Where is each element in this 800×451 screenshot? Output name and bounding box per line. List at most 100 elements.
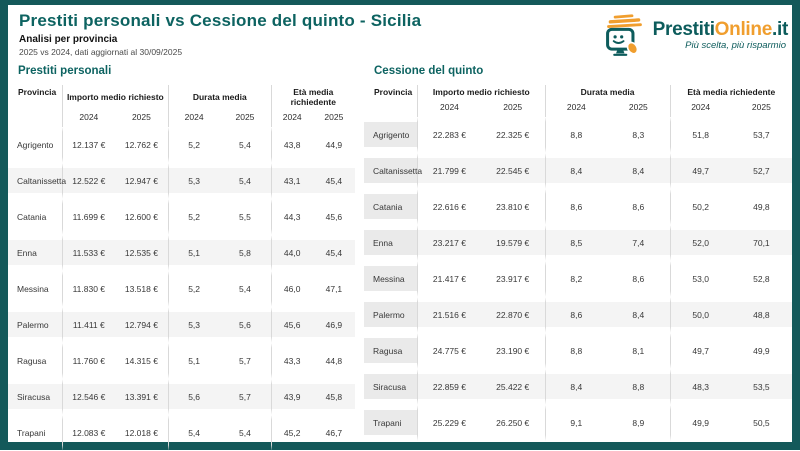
value-cell: 8,5 — [544, 225, 608, 261]
table-row: Palermo 11.411 €12.794 €5,3 5,6 45,6 46,9 — [8, 307, 355, 343]
value-cell: 11.699 € — [61, 199, 115, 235]
value-cell: 5,4 — [239, 283, 251, 294]
table-row: Caltanissetta 12.522 €12.947 €5,3 5,4 43,1 4… — [8, 163, 355, 199]
value-cell: 5,7 — [219, 379, 271, 415]
value-cell: 53,5 — [730, 369, 792, 405]
value-cell: 49,7 — [669, 333, 731, 369]
table-row: Catania 11.699 € 12.600 € 5,2 5,5 44,3 45,6 — [8, 199, 355, 235]
value-cell: 23.810 € — [496, 201, 530, 212]
value-cell: 45,6 — [325, 211, 343, 222]
value-cell: 45,6 — [270, 307, 313, 343]
value-cell: 21.516 € — [417, 297, 481, 333]
table-row: Siracusa 12.546 €13.391 €5,6 5,7 43,9 45,8 — [8, 379, 355, 415]
value-cell: 12.137 € — [61, 127, 115, 163]
value-cell: 8,8 — [544, 333, 607, 369]
value-cell: 5,5 — [239, 211, 251, 222]
value-cell: 21.417 € — [417, 261, 481, 297]
year-header: 2025 — [751, 102, 771, 112]
col-group-header: Età media richiedente — [669, 85, 792, 101]
value-cell: 8,4 — [544, 153, 608, 189]
value-cell: 70,1 — [730, 225, 792, 261]
value-cell: 50,0 — [669, 297, 731, 333]
value-cell: 52,8 — [753, 273, 770, 284]
value-cell: 45,4 — [312, 235, 355, 271]
value-cell: 48,8 — [730, 297, 792, 333]
value-cell: 49,9 — [753, 345, 770, 356]
col-header-provincia: Provincia — [18, 87, 57, 97]
year-header: 2025 — [324, 112, 344, 122]
value-cell: 52,0 — [669, 225, 731, 261]
value-cell: 5,6 — [219, 307, 271, 343]
table-row: Enna 11.533 €12.535 €5,1 5,8 44,0 45,4 — [8, 235, 355, 271]
province-cell: Siracusa — [8, 379, 62, 415]
year-header: 2024 — [544, 101, 607, 117]
table-row: Enna 23.217 €19.579 €8,5 7,4 52,0 70,1 — [364, 225, 792, 261]
value-cell: 8,8 — [544, 117, 607, 153]
value-cell: 5,7 — [239, 355, 251, 366]
value-cell: 5,3 — [167, 163, 220, 199]
value-cell: 49,9 — [669, 405, 731, 441]
value-cell: 12.083 € — [61, 415, 115, 451]
value-cell: 12.600 € — [124, 211, 158, 222]
value-cell: 50,5 — [753, 417, 770, 428]
col-group-header: Durata media — [544, 85, 670, 101]
brand-wordmark: PrestitiOnline.it Più scelta, più rispar… — [653, 20, 789, 51]
value-cell: 12.546 € — [61, 379, 115, 415]
value-cell: 22.283 € — [417, 117, 481, 153]
value-cell: 49,7 — [669, 153, 731, 189]
value-cell: 23.917 € — [496, 273, 530, 284]
table-row: Agrigento 12.137 € 12.762 € 5,2 5,4 43,8 44,9 — [8, 127, 355, 163]
value-cell: 8,4 — [607, 153, 670, 189]
province-cell: Caltanissetta — [8, 163, 66, 199]
table-row: Ragusa 11.760 € 14.315 € 5,1 5,7 43,3 44,8 — [8, 343, 355, 379]
province-cell: Trapani — [17, 427, 46, 438]
value-cell: 5,3 — [167, 307, 220, 343]
brand-tagline: Più scelta, più risparmio — [685, 39, 786, 51]
value-cell: 5,2 — [167, 127, 219, 163]
value-cell: 44,3 — [270, 199, 313, 235]
value-cell: 21.799 € — [417, 153, 481, 189]
province-cell: Messina — [364, 261, 418, 297]
year-header: 2024 — [669, 101, 731, 117]
header-titles: Prestiti personali vs Cessione del quint… — [19, 11, 421, 57]
value-cell: 5,4 — [167, 415, 219, 451]
year-header: 2024 — [61, 111, 115, 127]
col-group-header: Durata media — [167, 85, 271, 111]
value-cell: 44,0 — [270, 235, 313, 271]
cessione-del-quinto-table: Provincia Importo medio richiesto Durata m… — [364, 85, 792, 441]
prestiti-personali-table: Provincia Importo medio richiesto Durata m… — [8, 85, 355, 451]
value-cell: 43,9 — [270, 379, 313, 415]
value-cell: 8,6 — [544, 297, 608, 333]
value-cell: 22.859 € — [417, 369, 481, 405]
value-cell: 26.250 € — [496, 417, 530, 428]
table-row: Messina 11.830 € 13.518 € 5,2 5,4 46,0 47,1 — [8, 271, 355, 307]
value-cell: 7,4 — [607, 225, 670, 261]
table-row: Agrigento 22.283 € 22.325 € 8,8 8,3 51,8 53,7 — [364, 117, 792, 153]
table-row: Caltanissetta 21.799 €22.545 €8,4 8,4 49,7 5… — [364, 153, 792, 189]
value-cell: 45,8 — [312, 379, 355, 415]
table-row: Trapani 25.229 € 26.250 € 9,1 8,9 49,9 50,5 — [364, 405, 792, 441]
province-cell: Agrigento — [17, 139, 54, 150]
col-header-provincia: Provincia — [374, 87, 413, 97]
value-cell: 12.947 € — [114, 163, 168, 199]
value-cell: 22.545 € — [480, 153, 545, 189]
section-title-cessione-del-quinto: Cessione del quinto — [374, 65, 484, 77]
cessione-del-quinto-section: Cessione del quinto Provincia Importo med… — [364, 63, 792, 441]
value-cell: 5,4 — [219, 163, 271, 199]
value-cell: 45,2 — [270, 415, 313, 451]
table-row: Catania 22.616 € 23.810 € 8,6 8,6 50,2 49,8 — [364, 189, 792, 225]
value-cell: 8,3 — [632, 129, 645, 140]
value-cell: 5,2 — [167, 271, 219, 307]
value-cell: 51,8 — [669, 117, 731, 153]
prestiti-personali-section: Prestiti personali Provincia Importo medi… — [8, 63, 355, 451]
col-group-header: Importo medio richiesto — [417, 85, 545, 101]
value-cell: 12.794 € — [114, 307, 168, 343]
value-cell: 23.190 € — [496, 345, 530, 356]
value-cell: 12.762 € — [124, 139, 158, 150]
province-cell: Catania — [17, 211, 47, 222]
province-cell: Palermo — [364, 297, 418, 333]
smiley-monitor-with-mouse-icon — [605, 14, 642, 56]
value-cell: 5,4 — [239, 427, 251, 438]
table-row: Ragusa 24.775 € 23.190 € 8,8 8,1 49,7 49,9 — [364, 333, 792, 369]
value-cell: 46,9 — [312, 307, 355, 343]
